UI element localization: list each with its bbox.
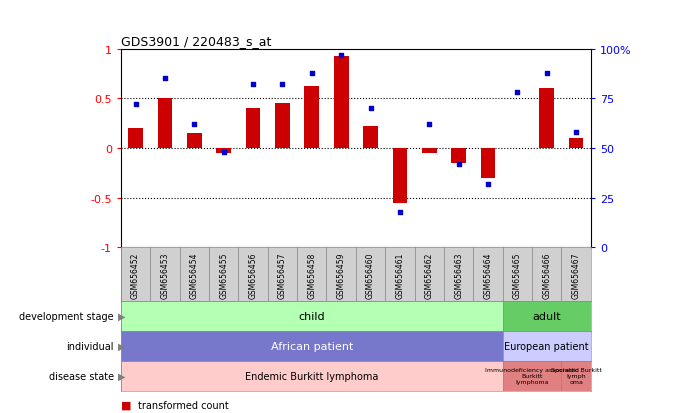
Bar (569, 139, 583, 149)
Text: GSM656453: GSM656453 (160, 252, 169, 299)
Point (247, 82, 258, 88)
Text: individual: individual (66, 341, 114, 351)
Point (277, 82, 288, 88)
Text: GDS3901 / 220483_s_at: GDS3901 / 220483_s_at (121, 36, 272, 48)
Text: Immunodeficiency associated
Burkitt
lymphoma: Immunodeficiency associated Burkitt lymp… (485, 368, 579, 384)
Bar (158, 99, 172, 149)
Bar (481, 149, 495, 178)
Bar (121, 331, 502, 361)
Text: Sporadic Burkitt
lymph
oma: Sporadic Burkitt lymph oma (551, 368, 602, 384)
Text: GSM656464: GSM656464 (484, 252, 493, 299)
Text: development stage: development stage (19, 311, 114, 321)
Text: GSM656463: GSM656463 (454, 252, 463, 299)
Point (453, 161, 464, 168)
Point (160, 76, 171, 83)
Text: GSM656462: GSM656462 (425, 252, 434, 298)
Point (541, 70, 552, 77)
Bar (305, 87, 319, 149)
Text: ▶: ▶ (117, 341, 125, 351)
Text: GSM656460: GSM656460 (366, 252, 375, 299)
Bar (392, 149, 407, 203)
Point (395, 209, 406, 216)
Bar (275, 104, 290, 149)
Text: European patient: European patient (504, 341, 589, 351)
Text: GSM656465: GSM656465 (513, 252, 522, 299)
Bar (502, 331, 591, 361)
Bar (502, 361, 561, 391)
Text: child: child (299, 311, 325, 321)
Bar (187, 134, 202, 149)
Point (336, 52, 347, 59)
Bar (502, 301, 591, 331)
Text: GSM656466: GSM656466 (542, 252, 551, 299)
Point (130, 102, 141, 108)
Text: ▶: ▶ (117, 371, 125, 381)
Point (365, 106, 376, 112)
Text: ■: ■ (121, 400, 131, 410)
Bar (246, 109, 261, 149)
Bar (121, 361, 502, 391)
Point (424, 121, 435, 128)
Bar (363, 127, 378, 149)
Text: GSM656461: GSM656461 (395, 252, 404, 298)
Text: ▶: ▶ (117, 311, 125, 321)
Text: Endemic Burkitt lymphoma: Endemic Burkitt lymphoma (245, 371, 379, 381)
Bar (451, 149, 466, 164)
Bar (121, 301, 502, 331)
Point (512, 90, 523, 97)
Point (218, 150, 229, 156)
Point (189, 121, 200, 128)
Point (482, 181, 493, 188)
Bar (422, 149, 437, 154)
Text: GSM656452: GSM656452 (131, 252, 140, 298)
Point (306, 70, 317, 77)
Text: African patient: African patient (271, 341, 353, 351)
Text: GSM656454: GSM656454 (190, 252, 199, 299)
Bar (129, 129, 143, 149)
Text: disease state: disease state (49, 371, 114, 381)
Text: GSM656459: GSM656459 (337, 252, 346, 299)
Text: adult: adult (533, 311, 561, 321)
Point (571, 130, 582, 136)
Text: GSM656456: GSM656456 (249, 252, 258, 299)
Text: GSM656458: GSM656458 (307, 252, 316, 298)
Bar (561, 361, 591, 391)
Text: GSM656455: GSM656455 (219, 252, 228, 299)
Bar (216, 149, 231, 154)
Text: GSM656457: GSM656457 (278, 252, 287, 299)
Bar (334, 57, 348, 149)
Bar (540, 89, 554, 149)
Text: transformed count: transformed count (138, 400, 229, 410)
Text: GSM656467: GSM656467 (571, 252, 580, 299)
